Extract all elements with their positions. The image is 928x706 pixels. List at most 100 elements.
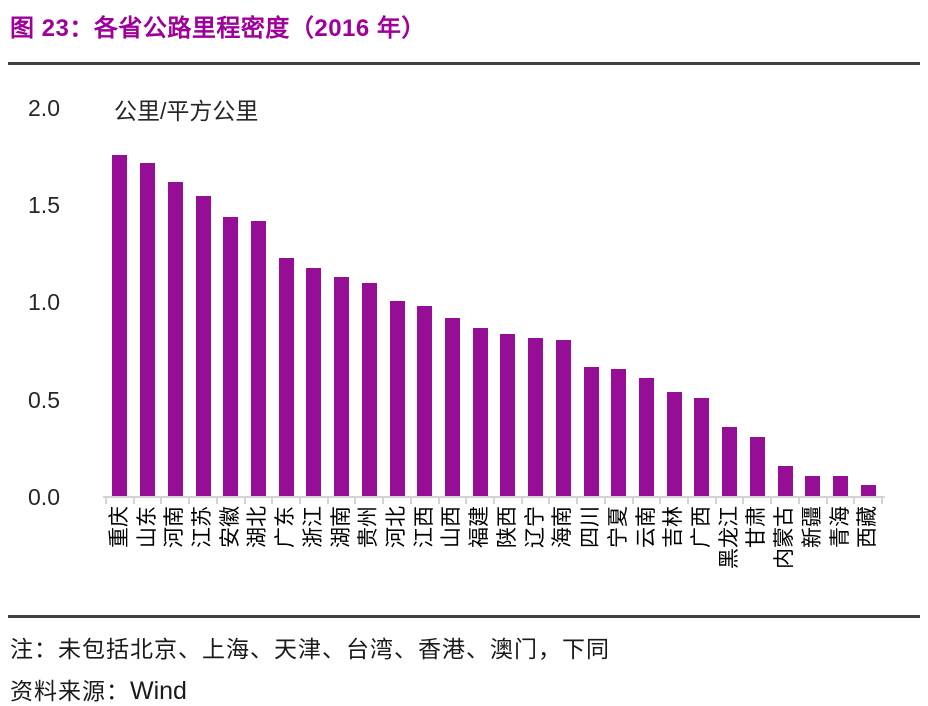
bar-8: [334, 277, 350, 497]
x-label-cell-26: 青海: [827, 504, 855, 622]
bar-slot-23: [744, 108, 772, 497]
top-divider: [8, 62, 920, 65]
bottom-divider: [8, 615, 920, 618]
x-label-1: 山东: [135, 506, 159, 548]
bar-18: [611, 368, 627, 497]
bar-slot-19: [633, 108, 661, 497]
x-label-cell-25: 新疆: [799, 504, 827, 622]
bar-1: [140, 162, 156, 497]
bar-23: [749, 436, 765, 497]
axis-tick-0: [105, 498, 107, 504]
axis-tick-18: [603, 498, 606, 504]
x-axis-category-labels: 重庆 山东 河南 江苏 安徽 湖北 广东 浙江 湖南 贵州 河北 江西 山西 福建 陕西 辽宁 海南 四川 宁夏 云南…: [106, 504, 882, 622]
x-label-cell-20: 吉林: [660, 504, 688, 622]
bar-slot-0: [106, 108, 134, 497]
x-label-9: 贵州: [357, 506, 381, 548]
bar-slot-24: [771, 108, 799, 497]
bar-slot-2: [161, 108, 189, 497]
bar-slot-18: [605, 108, 633, 497]
x-label-cell-4: 安徽: [217, 504, 245, 622]
bar-0: [112, 154, 128, 497]
x-label-cell-17: 四川: [577, 504, 605, 622]
source-label: 资料来源：: [10, 679, 130, 704]
bar-slot-11: [411, 108, 439, 497]
axis-tick-22: [714, 498, 717, 504]
axis-tick-4: [215, 498, 218, 504]
axis-tick-16: [548, 498, 551, 504]
x-label-cell-14: 陕西: [494, 504, 522, 622]
x-label-7: 浙江: [301, 506, 325, 548]
x-label-cell-3: 江苏: [189, 504, 217, 622]
x-label-8: 湖南: [329, 506, 353, 548]
bar-16: [555, 339, 571, 497]
axis-tick-2: [160, 498, 163, 504]
x-label-cell-22: 黑龙江: [716, 504, 744, 622]
axis-tick-20: [659, 498, 662, 504]
x-label-cell-19: 云南: [633, 504, 661, 622]
x-label-6: 广东: [274, 506, 298, 548]
bar-22: [722, 427, 738, 497]
bar-slot-27: [854, 108, 882, 497]
x-label-cell-1: 山东: [134, 504, 162, 622]
bar-slot-25: [799, 108, 827, 497]
bar-9: [361, 283, 377, 497]
source-line: 资料来源：Wind: [10, 672, 187, 706]
bar-series: [106, 108, 882, 497]
axis-tick-3: [188, 498, 191, 504]
bar-slot-14: [494, 108, 522, 497]
bar-slot-8: [328, 108, 356, 497]
axis-tick-28: [881, 498, 883, 504]
bar-13: [472, 327, 488, 497]
bar-slot-13: [466, 108, 494, 497]
bar-25: [805, 475, 821, 497]
axis-tick-6: [271, 498, 274, 504]
axis-tick-9: [354, 498, 357, 504]
bar-slot-10: [383, 108, 411, 497]
x-label-cell-10: 河北: [383, 504, 411, 622]
x-label-16: 海南: [551, 506, 575, 548]
axis-tick-27: [853, 498, 856, 504]
x-label-25: 新疆: [800, 506, 824, 548]
x-label-3: 江苏: [191, 506, 215, 548]
bar-2: [167, 181, 183, 497]
axis-tick-5: [243, 498, 246, 504]
x-label-cell-24: 内蒙古: [771, 504, 799, 622]
y-tick-label-4: 2.0: [28, 94, 60, 121]
bar-slot-9: [355, 108, 383, 497]
bar-14: [500, 333, 516, 497]
bar-11: [417, 306, 433, 497]
bar-19: [639, 378, 655, 497]
x-label-17: 四川: [579, 506, 603, 548]
axis-tick-23: [742, 498, 745, 504]
source-value: Wind: [130, 677, 187, 705]
x-label-11: 江西: [412, 506, 436, 548]
x-label-18: 宁夏: [606, 506, 630, 548]
axis-tick-11: [409, 498, 412, 504]
y-tick-label-2: 1.0: [28, 289, 60, 316]
x-label-23: 甘肃: [745, 506, 769, 548]
bar-slot-3: [189, 108, 217, 497]
axis-tick-13: [465, 498, 468, 504]
bar-15: [528, 337, 544, 497]
bar-slot-1: [134, 108, 162, 497]
x-label-24: 内蒙古: [773, 506, 797, 569]
x-label-cell-0: 重庆: [106, 504, 134, 622]
x-label-10: 河北: [385, 506, 409, 548]
bar-slot-22: [716, 108, 744, 497]
bar-26: [833, 475, 849, 497]
axis-tick-12: [437, 498, 440, 504]
x-label-20: 吉林: [662, 506, 686, 548]
axis-tick-7: [299, 498, 301, 504]
bar-slot-17: [577, 108, 605, 497]
axis-tick-8: [326, 498, 329, 504]
x-label-27: 西藏: [856, 506, 880, 548]
x-label-cell-2: 河南: [161, 504, 189, 622]
figure-title: 图 23：各省公路里程密度（2016 年）: [10, 15, 426, 42]
axis-tick-24: [770, 498, 773, 504]
bar-slot-5: [245, 108, 273, 497]
axis-tick-17: [576, 498, 579, 504]
bar-slot-6: [272, 108, 300, 497]
bar-27: [860, 485, 876, 497]
x-label-cell-27: 西藏: [854, 504, 882, 622]
bar-slot-15: [522, 108, 550, 497]
